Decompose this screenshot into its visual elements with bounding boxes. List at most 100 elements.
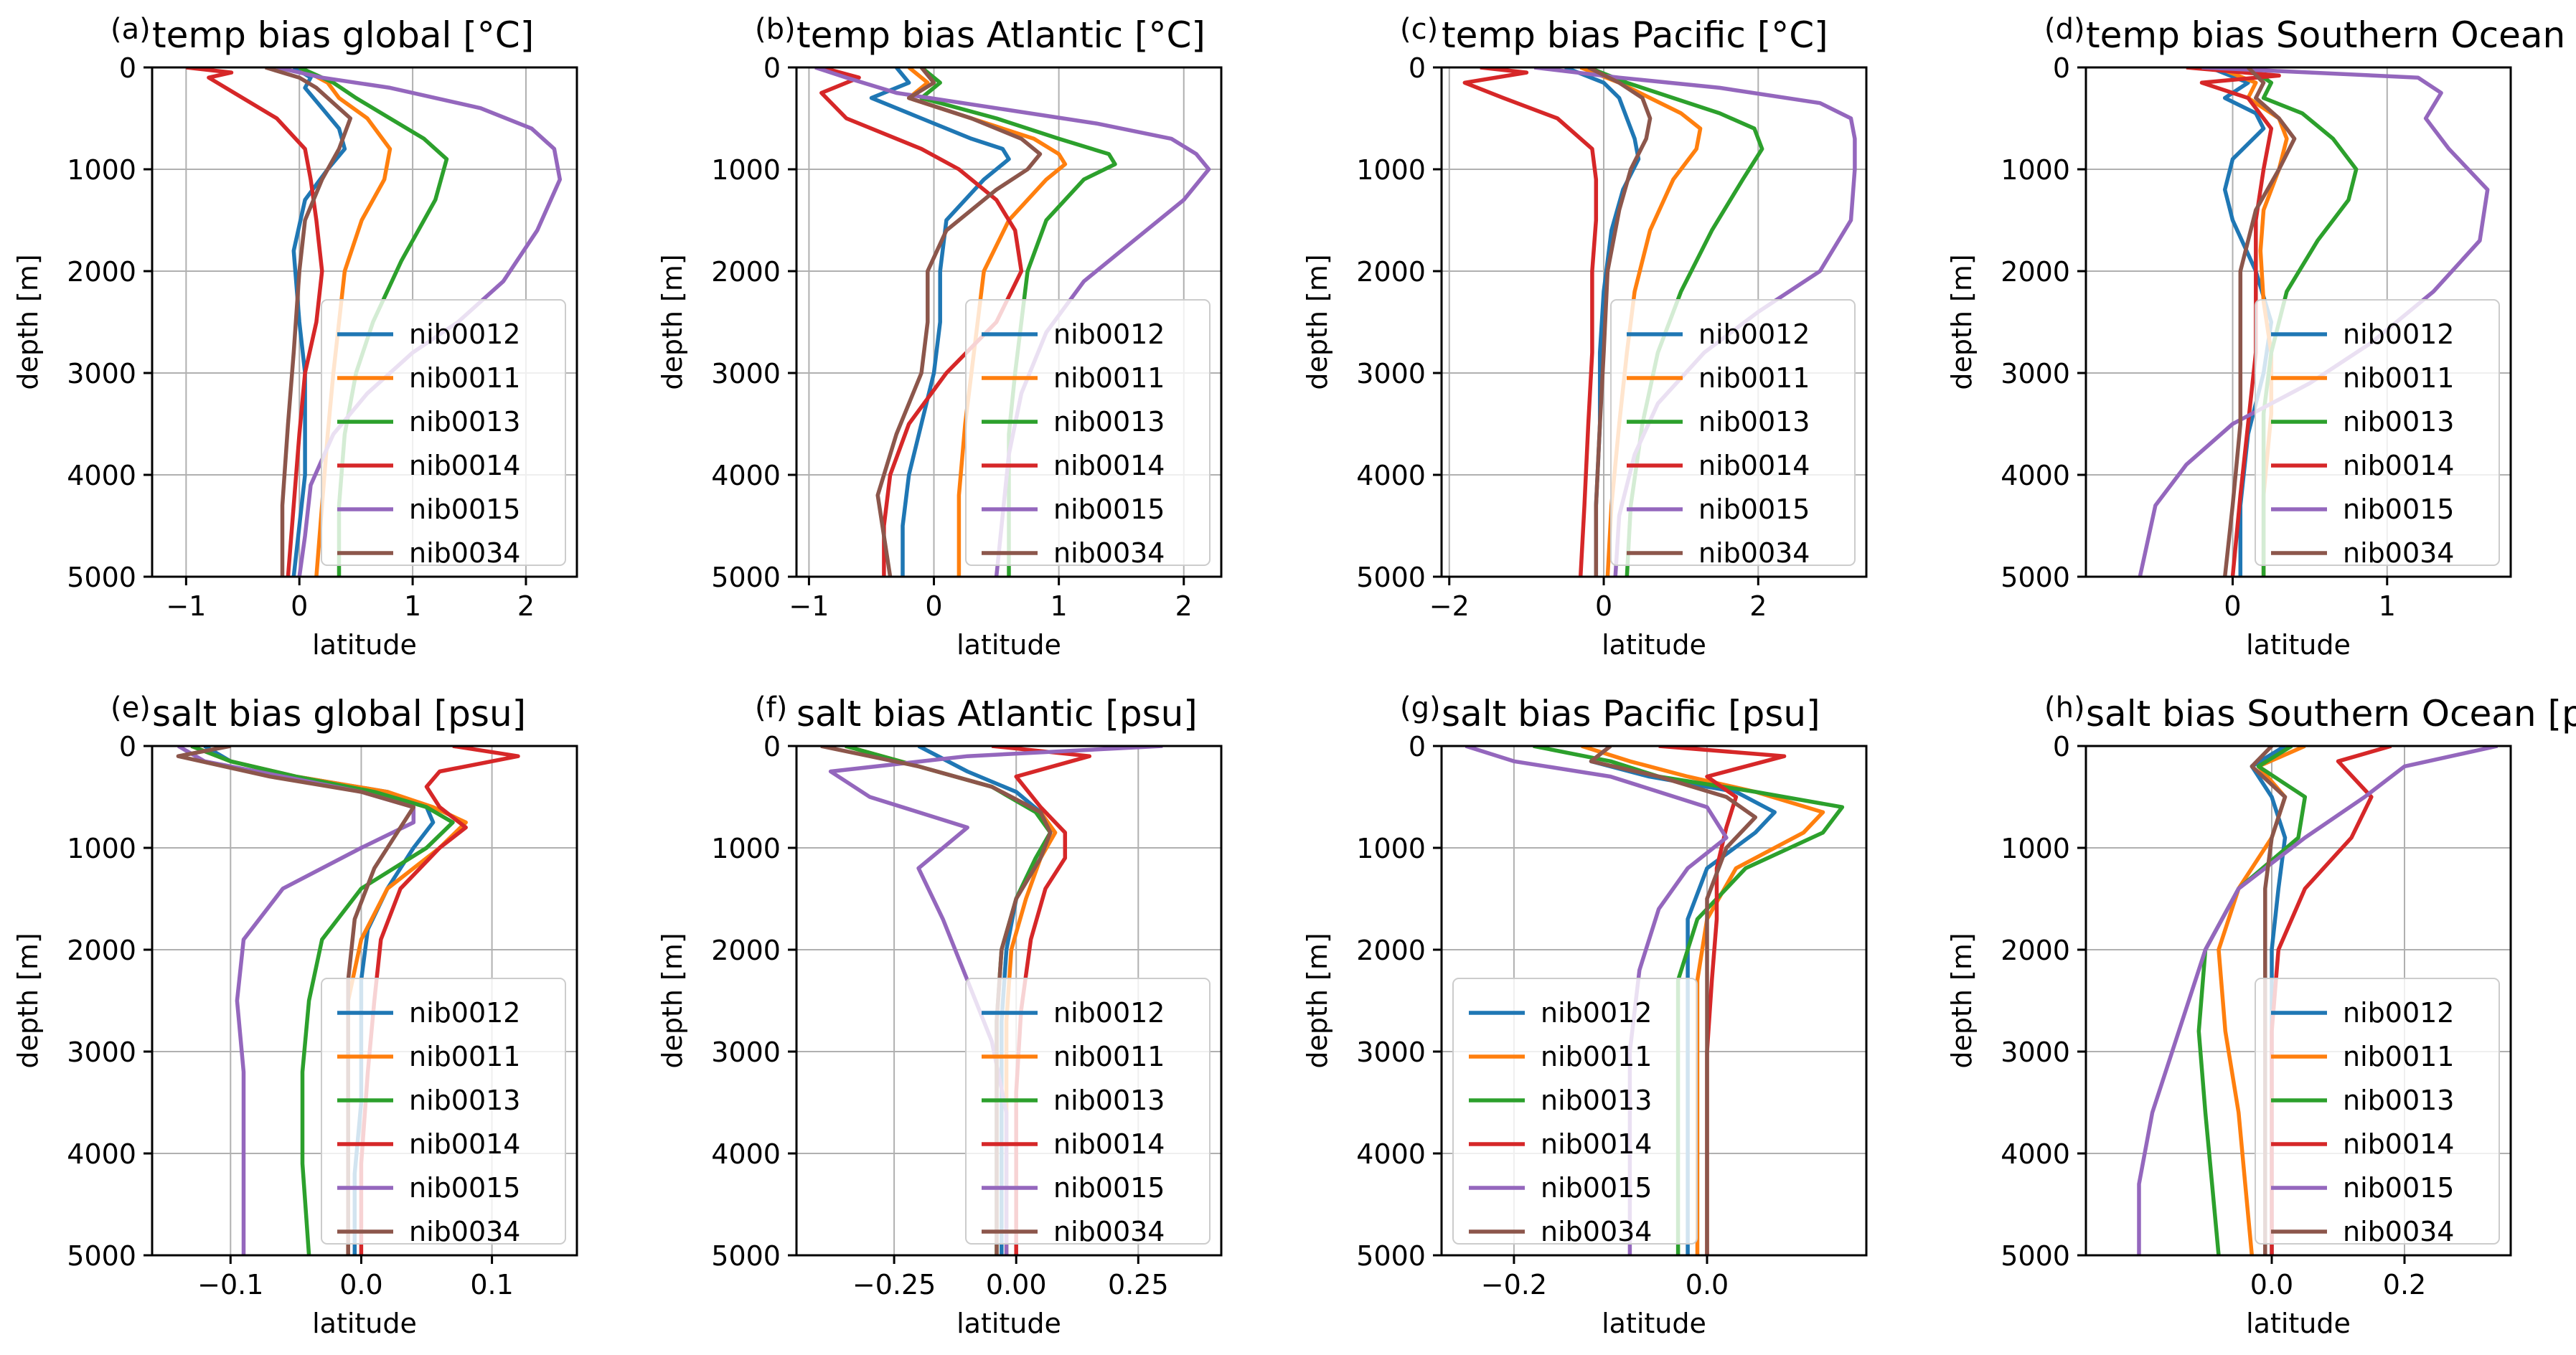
axes-frame [2084,66,2512,578]
legend-entry-nib0034: nib0034 [2343,537,2454,569]
y-tick-label: 0 [763,52,781,84]
legend-entry-nib0013: nib0013 [1698,406,1810,438]
legend-entry-nib0011: nib0011 [1541,1041,1652,1072]
panel-letter: (b) [755,13,796,46]
y-tick-label: 0 [1409,52,1426,84]
y-axis-label: depth [m] [657,254,688,389]
x-tick-label: 0.1 [470,1269,513,1300]
legend-box [2255,299,2500,566]
legend-entry-nib0012: nib0012 [1053,997,1165,1029]
legend: nib0012 nib0011 nib0013 nib0014 nib0015 nib00… [965,299,1211,569]
chart-panel-4: 0 1 0 1000 2000 3000 4000 5000 latitude depth [m]… [1946,13,2576,661]
y-tick-label: 3000 [1356,1037,1426,1068]
y-tick-label: 5000 [1356,1240,1426,1272]
y-axis-label: depth [m] [1946,254,1978,389]
y-tick-label: 5000 [2001,1240,2070,1272]
chart-panel-7: −0.2 0.0 0 1000 2000 3000 4000 5000 latitude dept… [1302,691,1868,1339]
legend-entry-nib0014: nib0014 [2343,450,2454,481]
legend-entry-nib0014: nib0014 [1541,1128,1652,1160]
x-axis-label: latitude [956,629,1061,661]
panel-letter: (g) [1400,691,1441,724]
y-tick-label: 3000 [711,1037,781,1068]
legend-entry-nib0012: nib0012 [409,997,520,1029]
legend-box [1452,978,1698,1245]
y-tick-label: 0 [119,731,136,763]
x-tick-label: 2 [1749,590,1767,622]
legend-entry-nib0014: nib0014 [1053,450,1165,481]
panel-letter: (f) [755,691,787,724]
legend-entry-nib0034: nib0034 [1053,537,1165,569]
y-axis-label: depth [m] [12,933,44,1068]
legend-entry-nib0011: nib0011 [1053,1041,1165,1072]
y-tick-label: 2000 [1356,256,1426,288]
y-tick-label: 5000 [2001,562,2070,593]
y-tick-label: 3000 [711,358,781,389]
legend-entry-nib0011: nib0011 [409,362,520,394]
y-tick-label: 4000 [711,1138,781,1170]
legend-box [1610,299,1856,566]
y-axis-label: depth [m] [657,933,688,1068]
panel-title: salt bias Pacific [psu] [1442,693,1820,735]
legend-entry-nib0015: nib0015 [2343,494,2454,525]
y-tick-label: 1000 [711,154,781,186]
x-tick-label: −1 [789,590,829,622]
x-tick-label: 0.0 [2250,1269,2293,1300]
panel-title: temp bias global [°C] [152,14,534,56]
series-line-nib0034 [875,67,1043,577]
series-group [2138,67,2490,577]
x-tick-label: 0 [2224,590,2241,622]
y-tick-label: 2000 [67,935,136,966]
legend-entry-nib0013: nib0013 [1541,1085,1652,1116]
chart-panel-6: −0.25 0.00 0.25 0 1000 2000 3000 4000 5000 latitu… [657,691,1223,1339]
y-tick-label: 1000 [2001,154,2070,186]
series-line-nib0014 [2186,67,2281,577]
x-tick-label: 0.25 [1108,1269,1169,1300]
series-line-nib0012 [291,67,347,577]
y-tick-label: 3000 [67,358,136,389]
series-group [176,746,520,1255]
legend-entry-nib0013: nib0013 [2343,1085,2454,1116]
legend: nib0012 nib0011 nib0013 nib0014 nib0015 nib00… [2255,299,2500,569]
legend: nib0012 nib0011 nib0013 nib0014 nib0015 nib00… [965,978,1211,1247]
series-line-nib0015 [177,746,416,1255]
y-axis-label: depth [m] [1946,933,1978,1068]
y-tick-label: 1000 [67,154,136,186]
y-tick-label: 1000 [1356,833,1426,864]
y-tick-label: 1000 [2001,833,2070,864]
y-tick-label: 3000 [2001,358,2070,389]
legend-entry-nib0034: nib0034 [409,1216,520,1247]
legend-entry-nib0011: nib0011 [2343,362,2454,394]
y-tick-label: 3000 [67,1037,136,1068]
y-tick-label: 1000 [67,833,136,864]
legend-entry-nib0015: nib0015 [1698,494,1810,525]
legend-entry-nib0034: nib0034 [2343,1216,2454,1247]
y-axis-label: depth [m] [1302,254,1333,389]
legend-entry-nib0012: nib0012 [2343,318,2454,350]
x-tick-label: 0.0 [339,1269,382,1300]
legend-entry-nib0015: nib0015 [1053,494,1165,525]
x-axis-label: latitude [1602,629,1706,661]
y-tick-label: 2000 [2001,935,2070,966]
y-tick-label: 0 [2053,731,2070,763]
panel-letter: (d) [2044,13,2085,46]
y-tick-label: 4000 [711,460,781,491]
legend-entry-nib0011: nib0011 [409,1041,520,1072]
panel-letter: (c) [1400,13,1438,46]
y-tick-label: 4000 [1356,460,1426,491]
x-tick-label: 1 [1050,590,1068,622]
x-tick-label: 2 [1175,590,1193,622]
legend: nib0012 nib0011 nib0013 nib0014 nib0015 nib00… [321,978,566,1247]
series-line-nib0011 [2217,746,2306,1255]
series-line-nib0013 [190,746,455,1255]
y-tick-label: 2000 [2001,256,2070,288]
legend-entry-nib0013: nib0013 [1053,1085,1165,1116]
chart-panel-1: −1 0 1 2 0 1000 2000 3000 4000 5000 latitude depth … [12,13,578,661]
legend-entry-nib0015: nib0015 [2343,1172,2454,1204]
legend-entry-nib0014: nib0014 [2343,1128,2454,1160]
series-line-nib0014 [1462,67,1599,577]
panel-letter: (h) [2044,691,2085,724]
x-tick-label: −0.2 [1481,1269,1547,1300]
legend-entry-nib0014: nib0014 [409,450,520,481]
panel-title: temp bias Pacific [°C] [1442,14,1828,56]
